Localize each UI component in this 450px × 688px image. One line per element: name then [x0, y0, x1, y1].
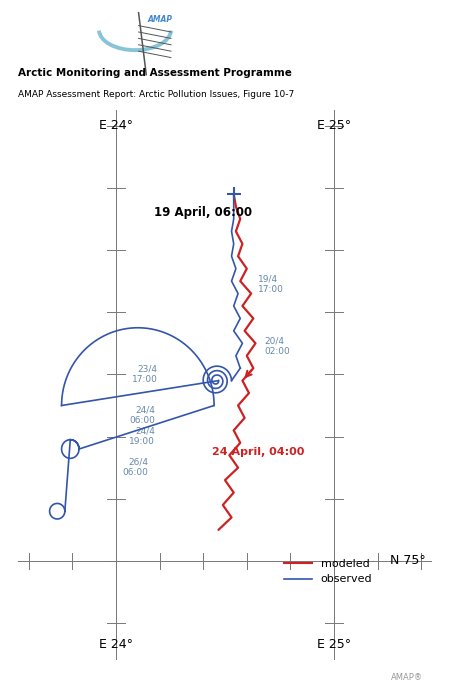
Text: E 24°: E 24° — [99, 638, 133, 651]
Text: Arctic Monitoring and Assessment Programme: Arctic Monitoring and Assessment Program… — [18, 68, 292, 78]
Text: 20/4
02:00: 20/4 02:00 — [264, 336, 290, 356]
Text: 24/4
19:00: 24/4 19:00 — [130, 427, 155, 447]
Text: E 25°: E 25° — [317, 120, 351, 132]
Legend: modeled, observed: modeled, observed — [279, 555, 377, 589]
Text: AMAP: AMAP — [148, 14, 173, 23]
Text: 23/4
17:00: 23/4 17:00 — [131, 365, 158, 384]
Text: 19 April, 06:00: 19 April, 06:00 — [154, 206, 252, 219]
Text: 26/4
06:00: 26/4 06:00 — [123, 458, 149, 477]
Text: AMAP Assessment Report: Arctic Pollution Issues, Figure 10-7: AMAP Assessment Report: Arctic Pollution… — [18, 89, 294, 98]
Text: 24/4
06:00: 24/4 06:00 — [130, 405, 155, 424]
Text: AMAP®: AMAP® — [391, 674, 423, 682]
Text: 19/4
17:00: 19/4 17:00 — [258, 275, 284, 294]
Text: E 25°: E 25° — [317, 638, 351, 651]
Text: N 75°: N 75° — [390, 555, 425, 568]
Text: 24 April, 04:00: 24 April, 04:00 — [212, 447, 304, 457]
Text: E 24°: E 24° — [99, 120, 133, 132]
